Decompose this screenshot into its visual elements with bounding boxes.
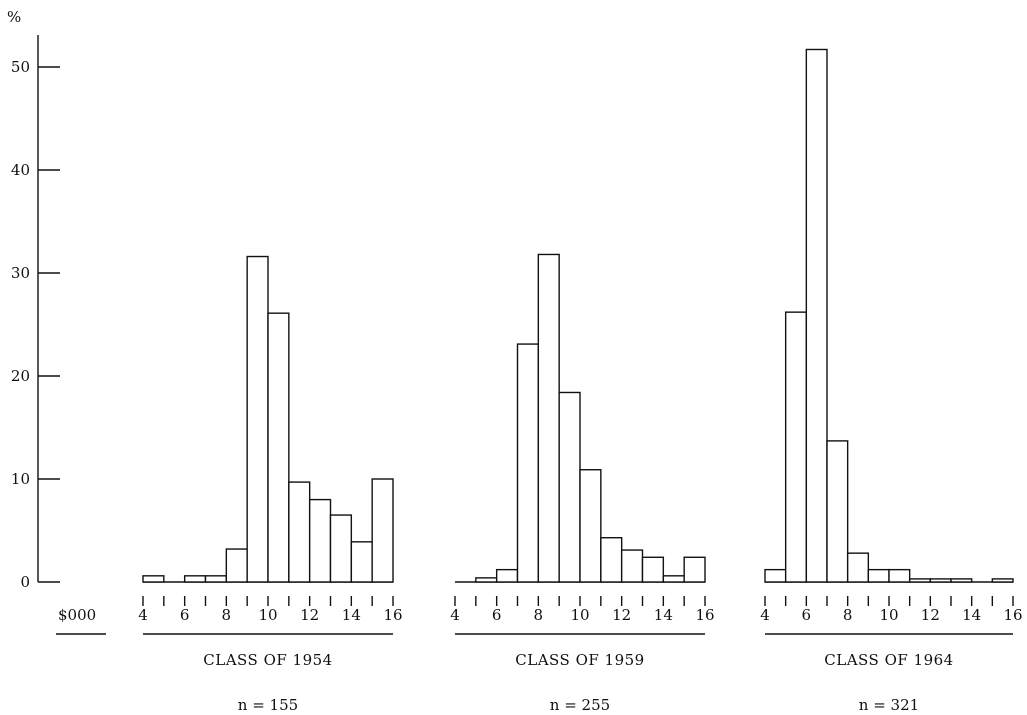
histogram-bar	[225, 548, 248, 583]
histogram-bar	[683, 556, 706, 583]
x-tick-label: 12	[300, 606, 319, 624]
histogram-bar	[475, 577, 498, 583]
x-unit-label: $000	[58, 606, 96, 624]
histogram-bar	[805, 48, 828, 583]
histogram-bar	[579, 469, 602, 583]
y-unit-label: %	[7, 8, 21, 26]
histogram-bar	[784, 311, 808, 583]
panel-class-1959: 4 6 8 10 12 14 16 CLASS OF 1959 n = 255	[450, 253, 715, 714]
panel-n-label: n = 321	[859, 696, 919, 714]
histogram-bar	[308, 498, 332, 583]
histogram-bar	[600, 537, 623, 583]
y-tick-label: 40	[11, 161, 30, 179]
y-tick-label: 50	[11, 58, 30, 76]
panel-class-1964: 4 6 8 10 12 14 16 CLASS OF 1964 n = 321	[760, 48, 1023, 714]
x-tick-label: 6	[802, 606, 812, 624]
x-tick-label: 10	[570, 606, 589, 624]
x-tick-label: 4	[138, 606, 148, 624]
histogram-bar	[641, 556, 665, 583]
histogram-bar	[495, 568, 519, 583]
histogram-bar	[288, 481, 311, 583]
histogram-bar	[246, 255, 269, 583]
x-tick-label: 6	[180, 606, 190, 624]
x-tick-label: 10	[258, 606, 277, 624]
histogram-bar	[350, 541, 373, 583]
histogram-bar	[558, 391, 581, 583]
x-tick-label: 10	[879, 606, 898, 624]
histogram-bar	[204, 575, 228, 583]
histogram-bar	[867, 568, 890, 583]
x-tick-label: 12	[612, 606, 631, 624]
x-tick-label: 8	[534, 606, 544, 624]
x-tick-label: 16	[1003, 606, 1022, 624]
y-tick-label: 20	[11, 367, 30, 385]
histogram-bar	[142, 575, 165, 583]
y-tick-label: 0	[20, 573, 30, 591]
y-axis-ticks: 0 10 20 30 40 50	[11, 58, 60, 591]
histogram-bar	[826, 440, 849, 583]
x-tick-label: 4	[760, 606, 770, 624]
histogram-bar	[764, 568, 787, 583]
x-tick-label: 8	[222, 606, 232, 624]
histogram-bar	[991, 578, 1014, 583]
panel-title: CLASS OF 1959	[515, 651, 644, 669]
panel-class-1954: 4 6 8 10 12 14 16 CLASS OF 1954 n = 155	[138, 255, 403, 714]
histogram-bar	[908, 578, 932, 583]
histogram-bar	[371, 478, 394, 583]
histogram-bar	[183, 575, 207, 583]
x-tick-label: 6	[492, 606, 502, 624]
panel-title: CLASS OF 1954	[203, 651, 332, 669]
histogram-bar	[929, 578, 952, 583]
histogram-bar	[888, 568, 911, 583]
x-tick-label: 12	[921, 606, 940, 624]
x-tick-label: 14	[342, 606, 361, 624]
y-tick-label: 10	[11, 470, 30, 488]
histogram-bar	[267, 312, 290, 583]
histogram-bar	[662, 575, 685, 583]
x-tick-label: 14	[654, 606, 673, 624]
x-tick-label: 4	[450, 606, 460, 624]
panel-n-label: n = 255	[550, 696, 610, 714]
histogram-bar	[950, 578, 973, 583]
x-tick-label: 14	[962, 606, 981, 624]
histogram-bar	[329, 514, 353, 583]
x-tick-label: 16	[695, 606, 714, 624]
histogram-bar	[516, 343, 540, 583]
panel-title: CLASS OF 1964	[824, 651, 953, 669]
panel-n-label: n = 155	[238, 696, 298, 714]
y-tick-label: 30	[11, 264, 30, 282]
x-tick-label: 8	[843, 606, 853, 624]
histogram-bar	[620, 549, 644, 583]
histogram-bar	[846, 552, 870, 583]
histogram-bar	[537, 253, 560, 583]
x-tick-label: 16	[383, 606, 402, 624]
